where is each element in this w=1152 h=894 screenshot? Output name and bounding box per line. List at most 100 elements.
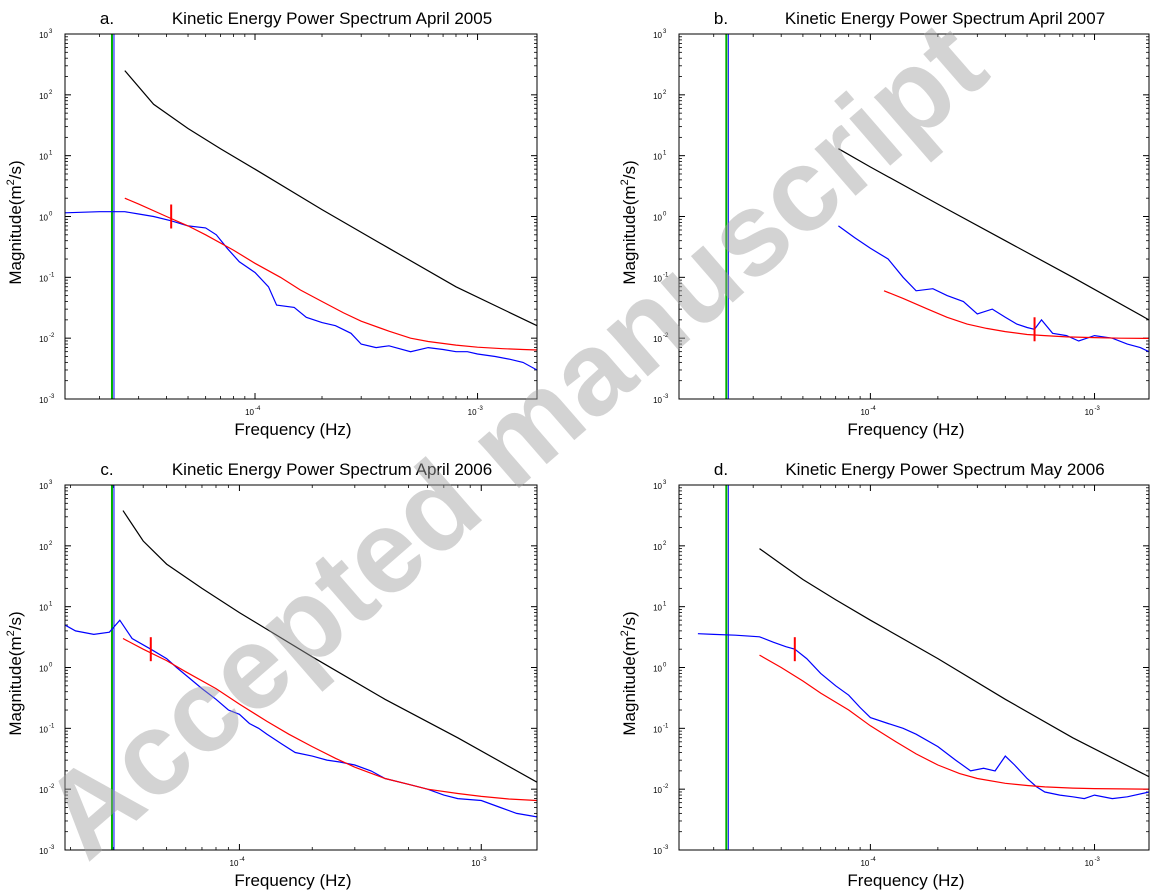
y-tick-exponent: 3 xyxy=(663,29,667,35)
y-tick-label: 10 xyxy=(653,482,662,491)
y-axis-label-part: /s) xyxy=(620,160,639,179)
y-tick-exponent: 2 xyxy=(49,90,53,96)
chart-panel-d: 10 -310 -210 -110 010 110 210 310 -4 10 -3d. Kineti… xyxy=(619,460,1150,890)
y-tick-exponent: 1 xyxy=(663,151,667,157)
y-tick-exponent: 0 xyxy=(49,663,53,669)
y-tick-exponent: 2 xyxy=(49,541,53,547)
y-axis-label-superscript: 2 xyxy=(619,630,631,636)
y-tick-label: 10 xyxy=(653,153,662,162)
y-tick-label: 10 xyxy=(39,725,48,734)
y-tick-exponent: 2 xyxy=(663,90,667,96)
x-axis-label: Frequency (Hz) xyxy=(847,871,964,890)
y-tick-label: 10 xyxy=(39,335,48,344)
y-tick-label: 10 xyxy=(39,847,48,856)
y-tick-label: 10 xyxy=(653,396,662,405)
y-tick-exponent: -2 xyxy=(49,784,55,790)
x-tick-exponent: -3 xyxy=(1095,406,1101,412)
series-group xyxy=(725,34,1149,399)
y-axis-label: Magnitude(m2/s) xyxy=(619,160,639,284)
x-axis-label: Frequency (Hz) xyxy=(234,420,351,439)
y-tick-exponent: 0 xyxy=(49,212,53,218)
x-tick-exponent: -4 xyxy=(255,406,261,412)
x-axis-label: Frequency (Hz) xyxy=(847,420,964,439)
y-tick-exponent: -2 xyxy=(663,784,669,790)
y-axis-label-part: /s) xyxy=(6,611,25,630)
y-axis-label-part: /s) xyxy=(6,160,25,179)
y-tick-exponent: -3 xyxy=(663,845,669,851)
series-fit-line xyxy=(759,654,1149,790)
series-reference-line xyxy=(759,548,1149,778)
x-tick-label: 10 xyxy=(468,408,477,417)
y-tick-label: 10 xyxy=(39,31,48,40)
y-tick-exponent: 1 xyxy=(49,151,53,157)
plot-area xyxy=(679,485,1149,850)
chart-panel-c: 10 -310 -210 -110 010 110 210 310 -4 10 -3c. Kineti… xyxy=(5,460,538,890)
y-axis-label-part: /s) xyxy=(620,611,639,630)
y-tick-label: 10 xyxy=(653,31,662,40)
y-tick-exponent: -2 xyxy=(663,333,669,339)
x-tick-label: 10 xyxy=(1085,408,1094,417)
y-tick-label: 10 xyxy=(653,92,662,101)
y-axis-label-superscript: 2 xyxy=(5,630,17,636)
y-tick-label: 10 xyxy=(39,92,48,101)
x-tick-exponent: -3 xyxy=(1095,857,1101,863)
y-tick-exponent: -1 xyxy=(49,272,55,278)
series-spectrum-line xyxy=(697,633,1149,800)
y-tick-label: 10 xyxy=(653,786,662,795)
y-tick-label: 10 xyxy=(653,543,662,552)
y-tick-exponent: 3 xyxy=(49,480,53,486)
series-fit-line xyxy=(124,197,537,351)
y-tick-exponent: 0 xyxy=(663,212,667,218)
x-tick-exponent: -4 xyxy=(870,406,876,412)
y-tick-exponent: 1 xyxy=(663,602,667,608)
y-axis-label-part: Magnitude(m xyxy=(6,185,25,284)
panel-letter: b. xyxy=(714,9,728,28)
panel-letter: d. xyxy=(714,460,728,479)
y-tick-exponent: 3 xyxy=(49,29,53,35)
series-fit-line xyxy=(122,637,537,802)
y-tick-label: 10 xyxy=(653,665,662,674)
x-tick-label: 10 xyxy=(245,408,254,417)
x-tick-label: 10 xyxy=(860,859,869,868)
x-tick-exponent: -4 xyxy=(870,857,876,863)
panel-letter: a. xyxy=(100,9,114,28)
x-tick-exponent: -3 xyxy=(478,406,484,412)
series-group xyxy=(65,34,537,399)
y-tick-label: 10 xyxy=(39,274,48,283)
panel-letter: c. xyxy=(100,460,113,479)
chart-title: Kinetic Energy Power Spectrum May 2006 xyxy=(785,460,1104,479)
y-tick-exponent: 3 xyxy=(663,480,667,486)
y-tick-exponent: -2 xyxy=(49,333,55,339)
y-tick-exponent: -1 xyxy=(663,723,669,729)
y-tick-exponent: -1 xyxy=(49,723,55,729)
series-spectrum-line xyxy=(65,619,537,818)
y-tick-label: 10 xyxy=(39,396,48,405)
series-group xyxy=(65,485,537,850)
plot-frame xyxy=(64,484,538,851)
y-tick-exponent: -3 xyxy=(49,394,55,400)
y-tick-exponent: -3 xyxy=(663,394,669,400)
x-tick-label: 10 xyxy=(1085,859,1094,868)
y-tick-label: 10 xyxy=(653,214,662,223)
y-tick-exponent: -1 xyxy=(663,272,669,278)
x-tick-label: 10 xyxy=(860,408,869,417)
plot-frame xyxy=(678,484,1150,851)
series-reference-line xyxy=(838,148,1149,321)
y-tick-exponent: 1 xyxy=(49,602,53,608)
y-tick-label: 10 xyxy=(39,543,48,552)
series-fit-line xyxy=(883,290,1149,339)
y-tick-label: 10 xyxy=(39,482,48,491)
series-spectrum-line xyxy=(838,225,1149,353)
y-tick-exponent: -3 xyxy=(49,845,55,851)
plot-frame xyxy=(64,33,538,400)
y-tick-label: 10 xyxy=(39,786,48,795)
y-axis-label-superscript: 2 xyxy=(619,179,631,185)
y-axis-label-part: Magnitude(m xyxy=(6,636,25,735)
series-group xyxy=(697,485,1149,850)
y-axis-label-superscript: 2 xyxy=(5,179,17,185)
y-tick-label: 10 xyxy=(653,725,662,734)
chart-panel-a: 10 -310 -210 -110 010 110 210 310 -4 10 -3a. Kineti… xyxy=(5,9,538,439)
y-tick-label: 10 xyxy=(39,214,48,223)
y-axis-label-part: Magnitude(m xyxy=(620,636,639,735)
y-tick-label: 10 xyxy=(653,335,662,344)
